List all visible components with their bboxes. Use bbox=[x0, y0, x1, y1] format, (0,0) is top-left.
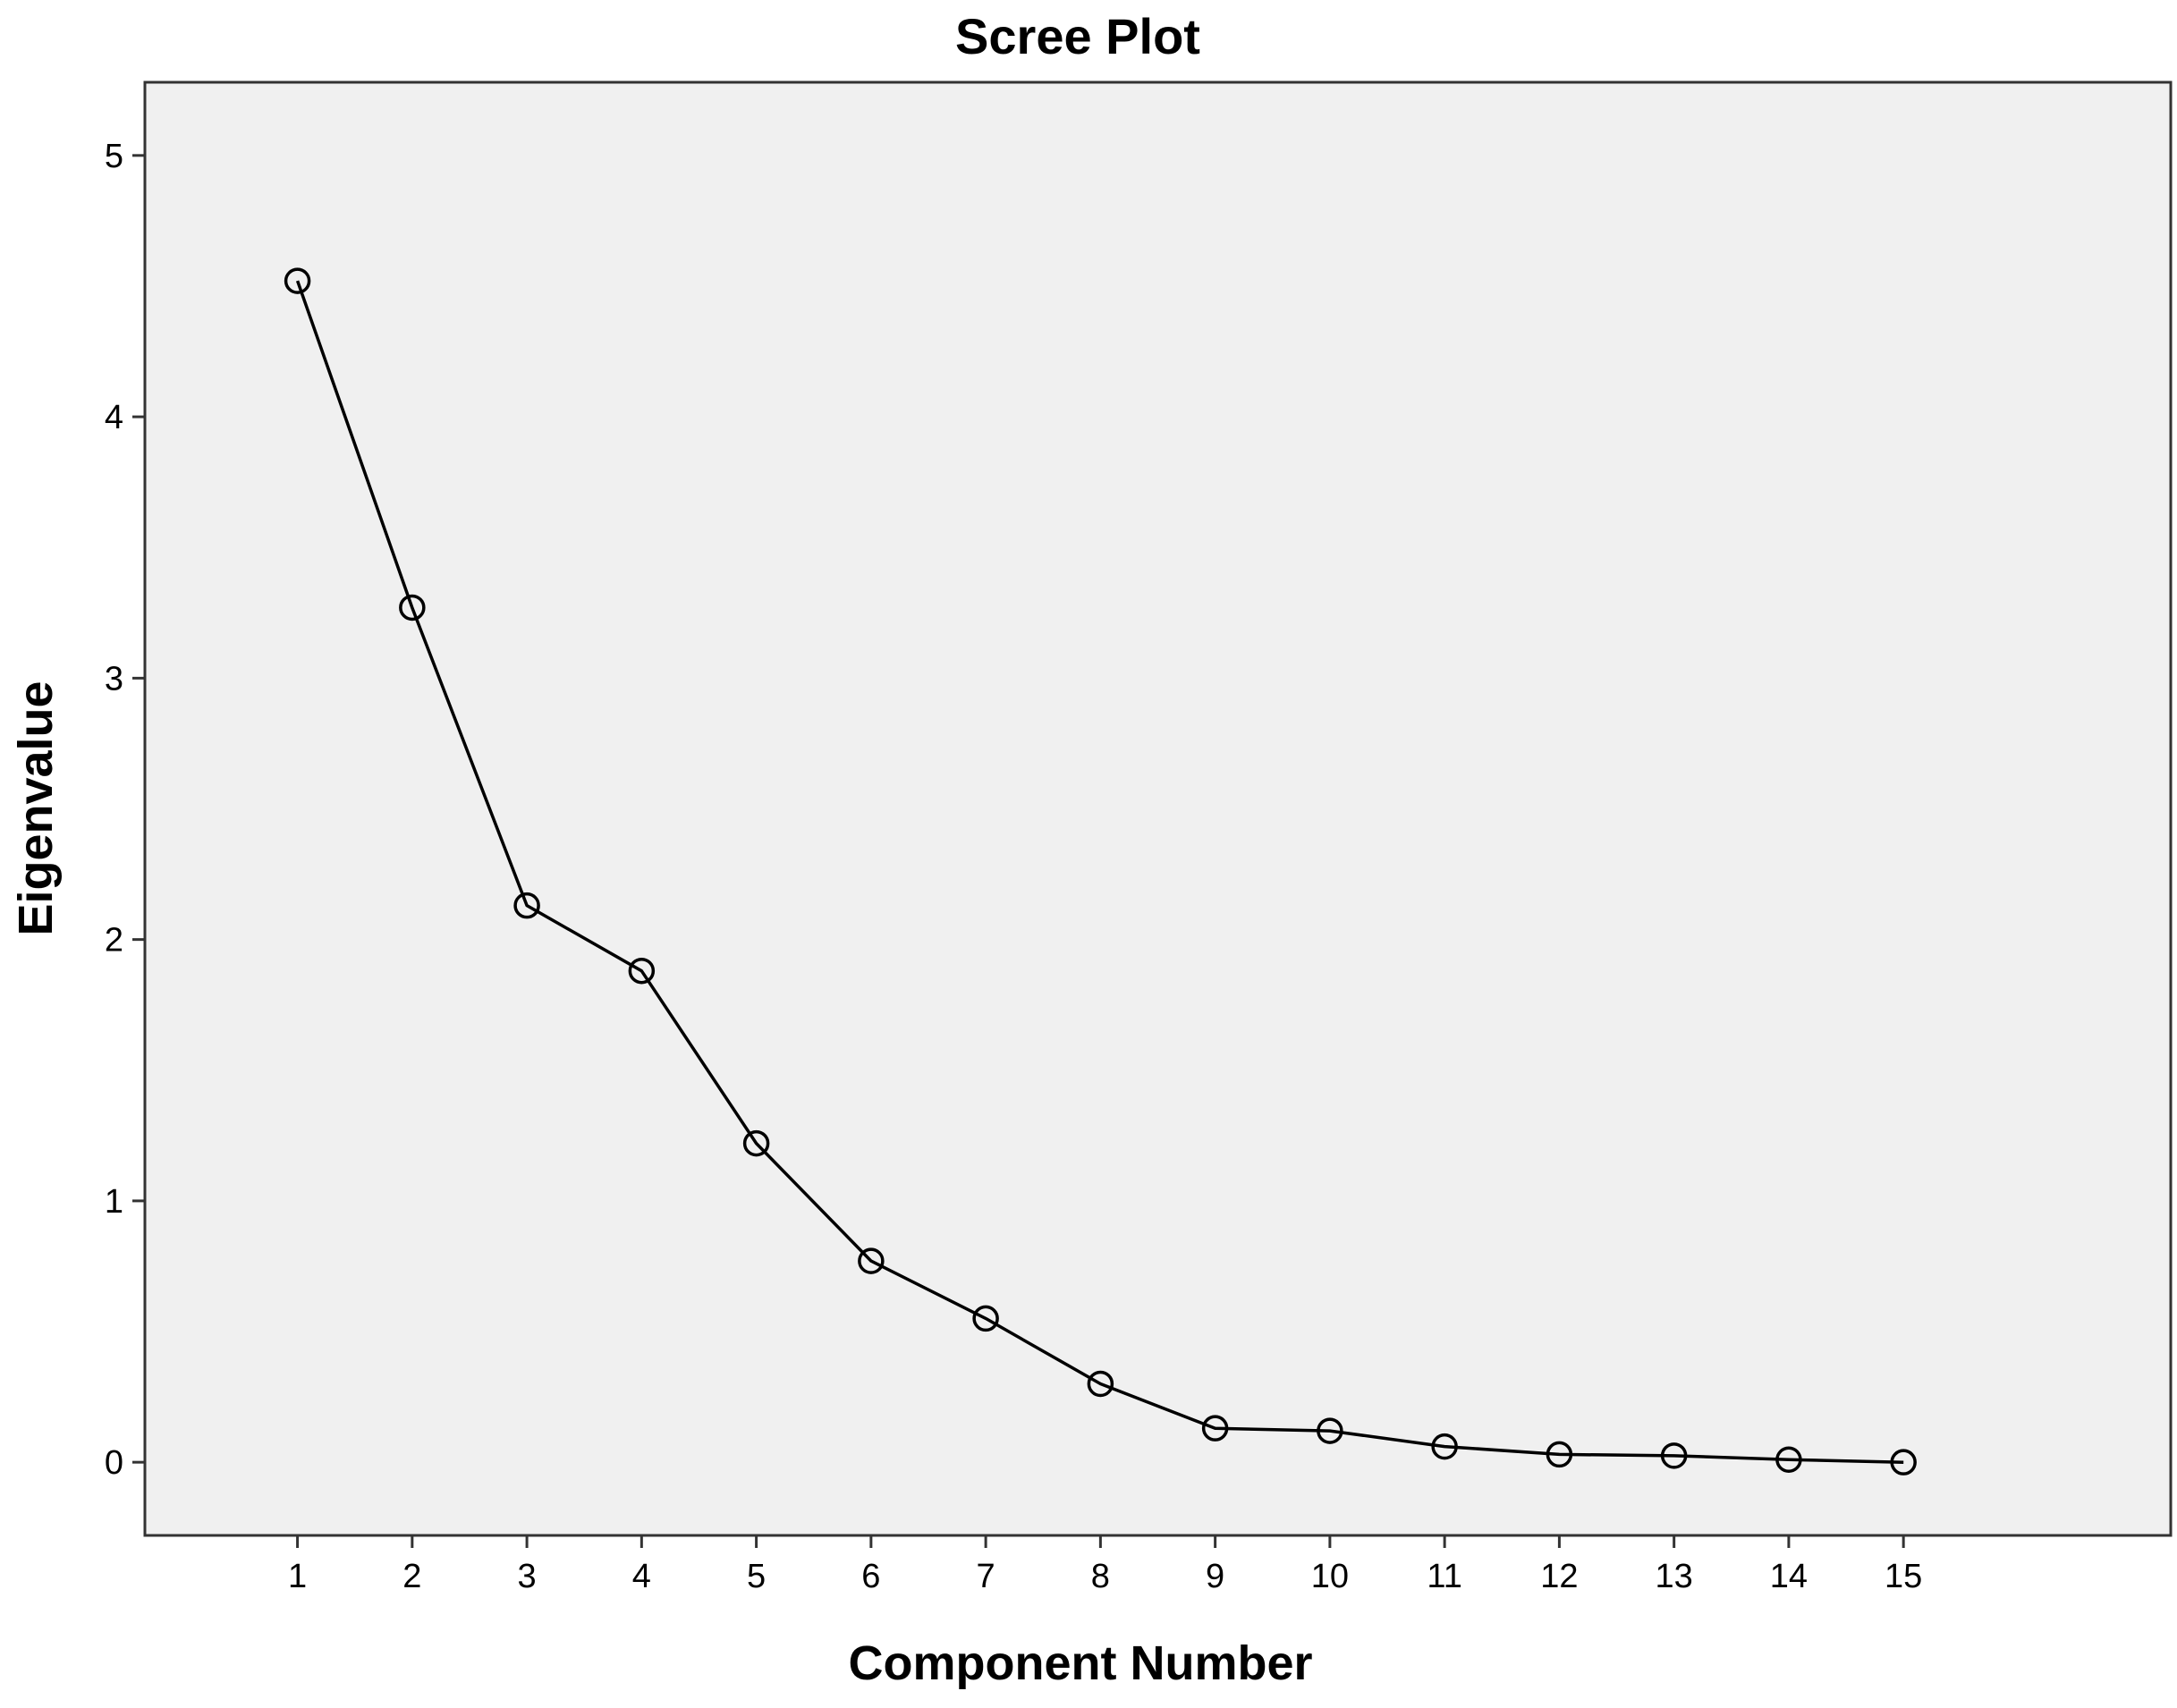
y-tick-label: 5 bbox=[105, 138, 123, 175]
y-axis-title: Eigenvalue bbox=[9, 681, 63, 935]
chart-title: Scree Plot bbox=[955, 8, 1200, 64]
data-point-marker bbox=[1317, 1417, 1343, 1444]
data-point-marker bbox=[858, 1247, 885, 1274]
data-point-marker bbox=[972, 1305, 999, 1332]
x-tick-label: 12 bbox=[1540, 1558, 1578, 1595]
x-tick-label: 2 bbox=[402, 1558, 421, 1595]
y-tick-label: 3 bbox=[105, 660, 123, 698]
x-tick-label: 4 bbox=[632, 1558, 651, 1595]
data-point-marker bbox=[1660, 1442, 1688, 1469]
data-point-marker bbox=[284, 267, 311, 294]
data-point-marker bbox=[1201, 1415, 1229, 1442]
x-tick-label: 6 bbox=[861, 1558, 880, 1595]
y-tick-label: 1 bbox=[105, 1183, 123, 1221]
data-point-marker bbox=[628, 957, 656, 985]
x-tick-label: 1 bbox=[288, 1558, 307, 1595]
x-axis-ticks: 1 2 3 4 5 6 7 8 9 10 11 12 13 14 15 bbox=[288, 1535, 1922, 1595]
x-axis-title: Component Number bbox=[849, 1636, 1313, 1690]
x-tick-label: 15 bbox=[1885, 1558, 1922, 1595]
data-point-marker bbox=[1890, 1449, 1917, 1475]
data-point-marker bbox=[1775, 1446, 1802, 1473]
y-tick-label: 0 bbox=[105, 1444, 123, 1482]
x-tick-label: 7 bbox=[977, 1558, 995, 1595]
x-tick-label: 5 bbox=[747, 1558, 766, 1595]
x-tick-label: 11 bbox=[1427, 1558, 1461, 1595]
data-point-marker bbox=[742, 1129, 770, 1157]
y-tick-label: 4 bbox=[105, 399, 123, 436]
x-tick-label: 8 bbox=[1091, 1558, 1110, 1595]
y-tick-label: 2 bbox=[105, 922, 123, 960]
x-tick-label: 14 bbox=[1770, 1558, 1808, 1595]
x-tick-label: 10 bbox=[1311, 1558, 1349, 1595]
data-point-marker bbox=[1431, 1433, 1458, 1460]
plot-area bbox=[143, 80, 2173, 1537]
y-axis-ticks: 0 1 2 3 4 5 bbox=[105, 138, 145, 1482]
data-point-marker bbox=[1087, 1370, 1114, 1398]
x-tick-label: 3 bbox=[518, 1558, 537, 1595]
series-layer bbox=[284, 267, 1917, 1475]
data-point-marker bbox=[1546, 1441, 1573, 1468]
data-point-marker bbox=[513, 892, 540, 919]
data-point-marker bbox=[399, 594, 426, 621]
eigenvalue-line bbox=[295, 280, 1904, 1464]
x-tick-label: 13 bbox=[1656, 1558, 1693, 1595]
x-tick-label: 9 bbox=[1206, 1558, 1224, 1595]
